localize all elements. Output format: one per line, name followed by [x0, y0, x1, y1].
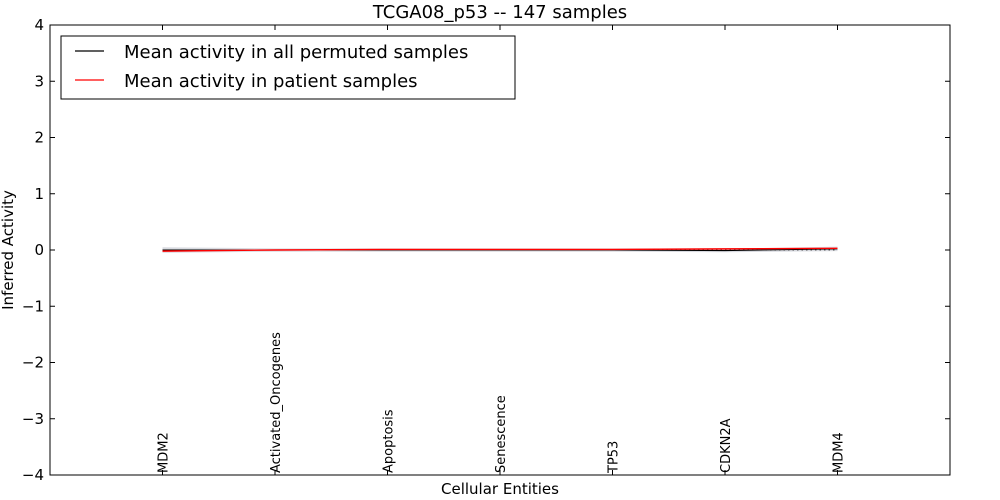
- y-axis-label: Inferred Activity: [0, 190, 17, 310]
- y-tick-label: −4: [22, 466, 44, 484]
- chart-title: TCGA08_p53 -- 147 samples: [372, 2, 627, 23]
- legend-label-patient: Mean activity in patient samples: [124, 71, 418, 92]
- x-tick-label: Apoptosis: [382, 409, 397, 473]
- x-tick-label: Activated_Oncogenes: [269, 332, 284, 473]
- x-axis-label: Cellular Entities: [441, 480, 559, 498]
- series-line-patient: [162, 247, 838, 252]
- y-tick-label: 2: [34, 129, 44, 147]
- legend: Mean activity in all permuted samples Me…: [60, 35, 516, 100]
- y-tick-label: 0: [34, 241, 44, 259]
- x-tick-label: MDM2: [157, 432, 172, 473]
- y-tick-label: 3: [34, 72, 44, 90]
- y-tick-label: 1: [34, 185, 44, 203]
- x-tick-label: TP53: [607, 441, 622, 474]
- x-tick-label: MDM4: [832, 432, 847, 473]
- x-tick-label: CDKN2A: [719, 418, 734, 473]
- x-axis: MDM2 Activated_Oncogenes Apoptosis Senescen…: [157, 25, 847, 475]
- y-tick-label: −1: [22, 297, 44, 315]
- x-tick-label: Senescence: [494, 395, 509, 473]
- legend-frame: [60, 35, 516, 100]
- y-tick-label: −2: [22, 354, 44, 372]
- legend-label-permuted: Mean activity in all permuted samples: [124, 42, 468, 63]
- y-axis: −4 −3 −2 −1 0 1 2 3 4: [22, 16, 950, 484]
- y-tick-label: −3: [22, 410, 44, 428]
- y-tick-label: 4: [34, 16, 44, 34]
- plot-area: [162, 246, 838, 253]
